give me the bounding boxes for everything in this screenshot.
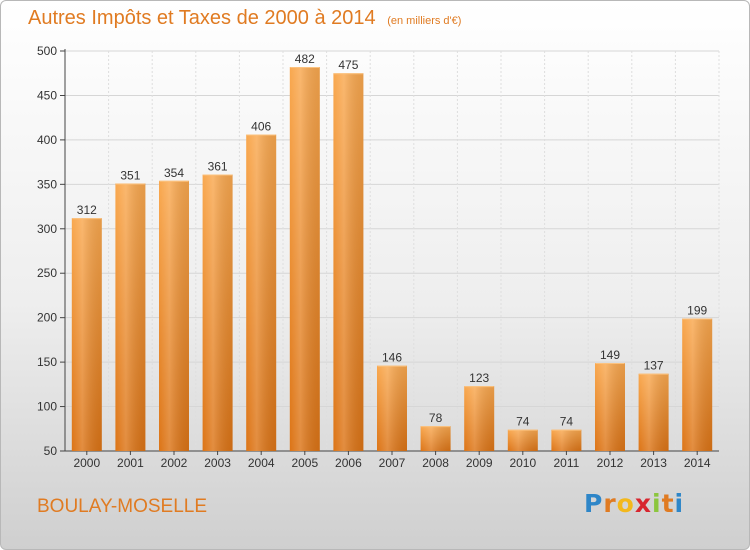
data-label: 74 bbox=[516, 415, 530, 429]
data-label: 351 bbox=[120, 168, 140, 182]
bars bbox=[71, 67, 713, 452]
data-label: 137 bbox=[644, 359, 664, 373]
x-tick-label: 2001 bbox=[117, 456, 144, 470]
y-tick-label: 500 bbox=[37, 44, 57, 58]
y-tick-label: 150 bbox=[37, 355, 57, 369]
x-tick-label: 2010 bbox=[509, 456, 536, 470]
y-tick-label: 100 bbox=[37, 400, 57, 414]
data-label: 361 bbox=[208, 160, 228, 174]
data-label: 312 bbox=[77, 203, 97, 217]
x-tick-label: 2012 bbox=[597, 456, 624, 470]
logo-letter: i bbox=[674, 489, 685, 518]
x-tick-label: 2008 bbox=[422, 456, 449, 470]
x-tick-label: 2000 bbox=[73, 456, 100, 470]
bar-shine bbox=[333, 73, 364, 451]
y-tick-label: 350 bbox=[37, 177, 57, 191]
data-label: 199 bbox=[687, 304, 707, 318]
data-label: 146 bbox=[382, 351, 402, 365]
data-label: 354 bbox=[164, 166, 184, 180]
data-label: 74 bbox=[560, 415, 574, 429]
bar-shine bbox=[595, 363, 625, 451]
x-tick-label: 2006 bbox=[335, 456, 362, 470]
logo-letter: x bbox=[634, 489, 652, 518]
y-tick-label: 300 bbox=[37, 222, 57, 236]
x-tick-label: 2004 bbox=[248, 456, 275, 470]
data-label: 482 bbox=[295, 52, 315, 66]
logo-letter: r bbox=[603, 489, 617, 518]
x-tick-label: 2009 bbox=[466, 456, 493, 470]
x-tick-label: 2014 bbox=[684, 456, 711, 470]
bar-shine bbox=[464, 386, 495, 451]
x-tick-label: 2003 bbox=[204, 456, 231, 470]
bar-shine bbox=[289, 67, 320, 451]
city-name: BOULAY-MOSELLE bbox=[37, 496, 208, 517]
data-label: 123 bbox=[469, 371, 489, 385]
data-labels: 312 351 354 361 406 482 475 146 78 123 74 74 149 137 1… bbox=[77, 52, 708, 429]
y-tick-label: 250 bbox=[37, 266, 57, 280]
bar-shine bbox=[638, 373, 669, 451]
bar-shine bbox=[420, 426, 451, 451]
bar-shine bbox=[71, 218, 102, 451]
bar-shine bbox=[551, 429, 582, 451]
logo-letter: i bbox=[652, 489, 662, 518]
bar-shine bbox=[507, 429, 538, 451]
logo-letter: o bbox=[616, 489, 635, 518]
bar-shine bbox=[377, 365, 407, 451]
x-tick-label: 2007 bbox=[379, 456, 406, 470]
chart-title: Autres Impôts et Taxes de 2000 à 2014 bbox=[28, 7, 376, 29]
y-tick-label: 450 bbox=[37, 88, 57, 102]
chart-subtitle: (en milliers d'€) bbox=[387, 15, 462, 27]
data-label: 406 bbox=[251, 120, 271, 134]
bar-shine bbox=[202, 174, 233, 452]
logo-letter: P bbox=[584, 489, 604, 518]
y-tick-label: 50 bbox=[44, 444, 58, 458]
data-label: 149 bbox=[600, 348, 620, 362]
bar-shine bbox=[159, 180, 189, 451]
x-tick-label: 2013 bbox=[640, 456, 667, 470]
axes: 50 100 150 200 250 300 350 400 450 500 2000 2001 200… bbox=[37, 44, 719, 470]
bar-shine bbox=[115, 183, 146, 451]
chart-title-block: Autres Impôts et Taxes de 2000 à 2014 (e… bbox=[28, 7, 461, 30]
y-tick-label: 400 bbox=[37, 133, 57, 147]
logo-letter: t bbox=[661, 489, 675, 518]
data-label: 78 bbox=[429, 411, 443, 425]
x-tick-label: 2011 bbox=[553, 456, 579, 470]
proxiti-logo: Proxiti bbox=[584, 489, 684, 518]
x-tick-label: 2005 bbox=[291, 456, 318, 470]
y-tick-label: 200 bbox=[37, 311, 57, 325]
x-tick-label: 2002 bbox=[161, 456, 188, 470]
bar-shine bbox=[246, 134, 277, 452]
data-label: 475 bbox=[338, 58, 358, 72]
bar-shine bbox=[682, 318, 713, 451]
